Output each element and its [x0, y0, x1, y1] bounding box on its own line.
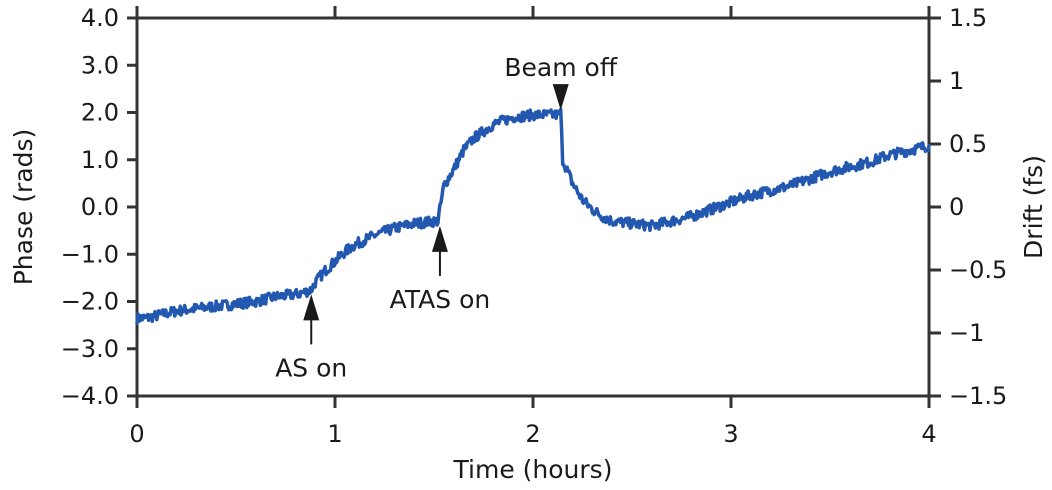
- y-tick-label: −4.0: [61, 382, 119, 410]
- y2-tick-label: 1.5: [949, 4, 987, 32]
- x-axis-ticks: 0 1 2 3 4: [129, 6, 937, 448]
- y-tick-label: −2.0: [61, 288, 119, 316]
- x-tick-label: 0: [129, 420, 144, 448]
- y2-tick-label: −1: [949, 319, 984, 347]
- y2-tick-label: −0.5: [949, 256, 1007, 284]
- arrow-up-icon: [303, 294, 320, 321]
- x-tick-label: 4: [921, 420, 936, 448]
- x-tick-label: 3: [723, 420, 738, 448]
- y2-tick-label: 1: [949, 67, 964, 95]
- annotation: Beam off: [504, 53, 618, 111]
- y-tick-label: −3.0: [61, 335, 119, 363]
- annotation: ATAS on: [390, 225, 491, 314]
- annotation-label: Beam off: [504, 53, 617, 82]
- annotations: AS on ATAS on Beam off: [275, 53, 618, 382]
- y-tick-label: 3.0: [81, 51, 119, 79]
- x-tick-label: 2: [525, 420, 540, 448]
- phase-series-line: [135, 107, 931, 325]
- y-tick-label: 0.0: [81, 193, 119, 221]
- annotation: AS on: [275, 294, 347, 382]
- y-axis-ticks-left: 4.0 3.0 2.0 1.0 0.0 −1.0 −2.0 −3.0 −4.0: [61, 4, 137, 410]
- y-tick-label: −1.0: [61, 240, 119, 268]
- y-tick-label: 2.0: [81, 99, 119, 127]
- arrow-up-icon: [431, 225, 448, 252]
- y-axis-ticks-right: 1.5 1 0.5 0 −0.5 −1 −1.5: [929, 4, 1007, 410]
- annotation-label: ATAS on: [390, 285, 491, 314]
- annotation-label: AS on: [275, 353, 347, 382]
- y-tick-label: 1.0: [81, 146, 119, 174]
- y-axis-label: Phase (rads): [9, 129, 38, 286]
- y2-tick-label: −1.5: [949, 382, 1007, 410]
- y-tick-label: 4.0: [81, 4, 119, 32]
- y2-tick-label: 0: [949, 193, 964, 221]
- arrow-down-icon: [552, 84, 569, 111]
- y2-axis-label: Drift (fs): [1019, 155, 1048, 259]
- y2-tick-label: 0.5: [949, 130, 987, 158]
- x-tick-label: 1: [327, 420, 342, 448]
- x-axis-label: Time (hours): [453, 455, 613, 484]
